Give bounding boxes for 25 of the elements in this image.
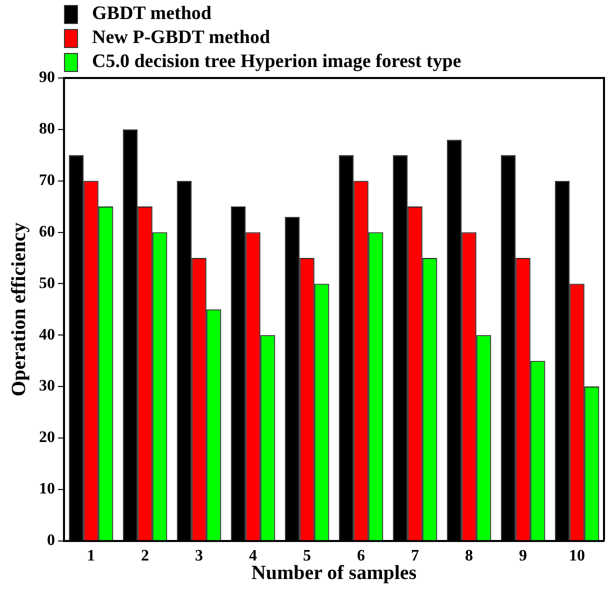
y-tick-label: 80	[39, 120, 55, 138]
legend-label: C5.0 decision tree Hyperion image forest type	[92, 50, 462, 74]
x-tick-label: 9	[519, 548, 527, 565]
y-tick-label: 40	[39, 326, 55, 344]
y-tick-label: 50	[39, 274, 55, 292]
x-tick-label: 1	[87, 548, 95, 565]
x-tick-label: 2	[141, 548, 149, 565]
x-tick-label: 5	[303, 548, 311, 565]
x-tick-label: 10	[569, 548, 585, 565]
y-tick-label: 60	[39, 223, 55, 240]
y-tick-label: 20	[39, 429, 55, 446]
y-axis-title: Operation efficiency	[8, 222, 30, 396]
x-tick-label: 8	[465, 548, 473, 565]
y-tick-label: 90	[39, 69, 55, 86]
y-tick-label: 10	[39, 480, 55, 498]
x-axis-title: Number of samples	[251, 562, 417, 584]
y-tick-label: 0	[47, 532, 55, 549]
y-tick-label: 70	[39, 172, 55, 189]
legend-label: GBDT method	[92, 2, 212, 26]
y-tick-label: 30	[39, 378, 55, 395]
x-tick-label: 6	[357, 548, 365, 565]
x-tick-label: 4	[249, 548, 257, 565]
legend-label: New P-GBDT method	[92, 26, 270, 50]
x-tick-label: 3	[195, 548, 203, 565]
x-tick-label: 7	[411, 548, 419, 565]
